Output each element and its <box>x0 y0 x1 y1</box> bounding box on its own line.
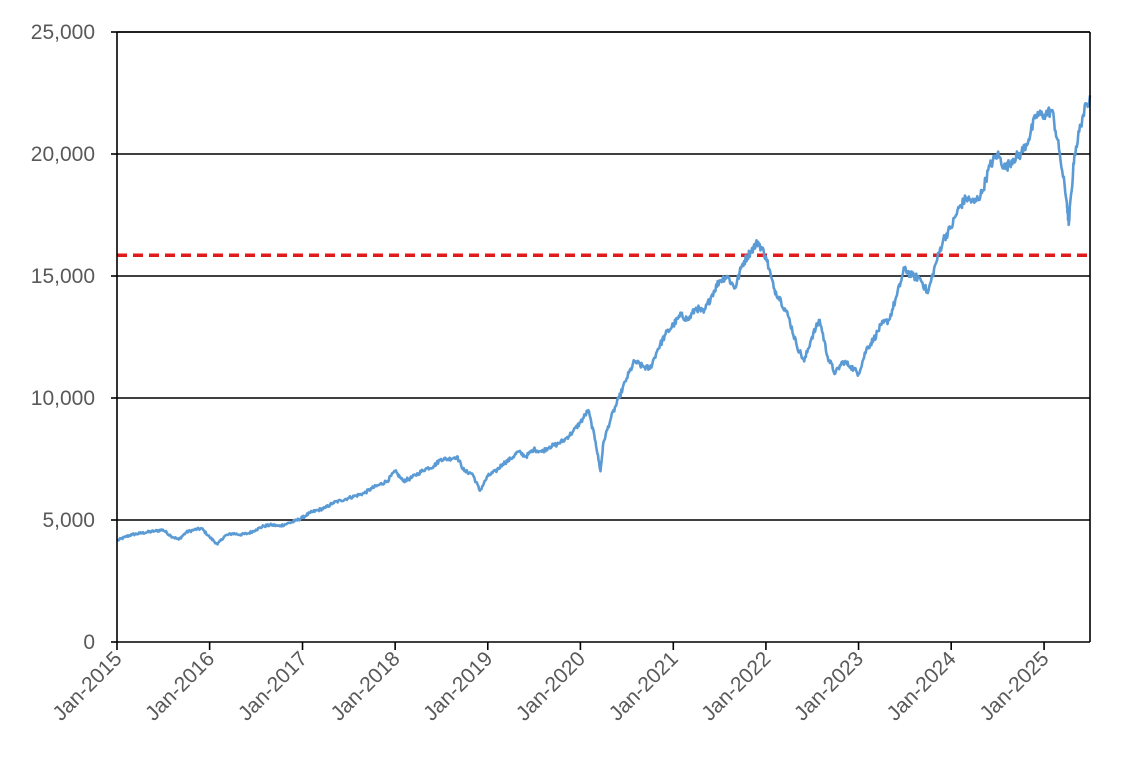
y-tick-label: 20,000 <box>31 143 95 166</box>
x-tick-label: Jan-2025 <box>975 647 1053 725</box>
x-tick-label: Jan-2020 <box>512 647 590 725</box>
y-tick-labels: 0 5,000 10,000 15,000 20,000 25,000 <box>31 21 95 654</box>
x-tick-label: Jan-2019 <box>419 647 497 725</box>
y-tick-label: 5,000 <box>42 509 95 532</box>
x-tick-label: Jan-2018 <box>326 647 404 725</box>
series-line <box>116 95 1092 546</box>
x-tick-label: Jan-2016 <box>141 647 219 725</box>
x-tick-labels: Jan-2015 Jan-2016 Jan-2017 Jan-2018 Jan-2019… <box>48 647 1053 725</box>
series-layer <box>116 95 1092 546</box>
x-tick-label: Jan-2017 <box>234 647 312 725</box>
axes <box>111 31 1091 650</box>
x-tick-label: Jan-2023 <box>790 647 868 725</box>
x-tick-label: Jan-2022 <box>697 647 775 725</box>
x-tick-label: Jan-2015 <box>48 647 126 725</box>
y-tick-label: 0 <box>83 631 95 654</box>
y-tick-label: 15,000 <box>31 265 95 288</box>
x-tick-label: Jan-2024 <box>883 647 961 725</box>
x-tick-label: Jan-2021 <box>605 647 683 725</box>
y-tick-label: 10,000 <box>31 387 95 410</box>
y-tick-label: 25,000 <box>31 21 95 44</box>
